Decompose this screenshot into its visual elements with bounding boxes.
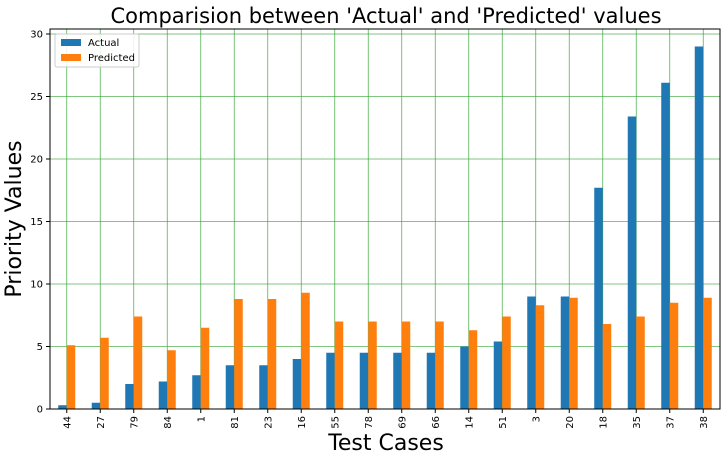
x-tick-label: 66 xyxy=(431,416,442,429)
y-tick-label: 20 xyxy=(30,155,43,166)
bar-actual-37 xyxy=(661,82,670,409)
x-tick-label: 16 xyxy=(297,416,308,429)
bar-actual-84 xyxy=(158,381,168,409)
y-tick-label: 15 xyxy=(30,217,43,228)
x-tick-label: 35 xyxy=(632,416,643,429)
bar-actual-81 xyxy=(225,365,235,409)
x-tick-label: 23 xyxy=(263,416,274,429)
legend-label-actual: Actual xyxy=(88,38,119,49)
bar-predicted-69 xyxy=(401,321,411,409)
bar-predicted-78 xyxy=(368,321,377,409)
y-tick-label: 0 xyxy=(37,405,43,416)
bar-predicted-84 xyxy=(167,350,176,409)
bar-actual-51 xyxy=(493,341,503,409)
bar-predicted-27 xyxy=(100,337,109,409)
y-tick-label: 10 xyxy=(30,280,43,291)
y-tick-label: 30 xyxy=(30,30,43,41)
legend: Actual Predicted xyxy=(54,33,140,68)
bar-predicted-3 xyxy=(535,305,545,409)
bar-predicted-66 xyxy=(435,321,444,409)
legend-label-predicted: Predicted xyxy=(88,53,135,64)
x-tick-label: 27 xyxy=(96,416,107,429)
x-tick-label: 84 xyxy=(163,416,174,429)
bar-predicted-38 xyxy=(703,297,712,409)
bar-predicted-81 xyxy=(234,299,243,409)
chart-title: Comparision between 'Actual' and 'Predic… xyxy=(110,4,661,28)
bar-actual-20 xyxy=(560,296,570,409)
x-tick-label: 79 xyxy=(129,416,140,429)
y-axis: 0 5 10 15 20 25 30 xyxy=(30,30,50,416)
bar-predicted-44 xyxy=(66,345,76,409)
y-gridlines xyxy=(50,33,720,410)
bar-predicted-35 xyxy=(636,316,645,409)
bar-actual-18 xyxy=(594,187,603,409)
x-tick-label: 78 xyxy=(364,416,375,429)
bar-actual-1 xyxy=(192,375,201,409)
bar-actual-79 xyxy=(125,384,134,409)
bar-actual-44 xyxy=(58,405,67,409)
plot-area xyxy=(50,29,720,409)
bar-actual-66 xyxy=(426,352,436,409)
bar-actual-69 xyxy=(393,352,402,409)
bar-predicted-16 xyxy=(301,292,310,409)
bar-predicted-23 xyxy=(267,299,277,409)
bar-predicted-14 xyxy=(468,330,478,409)
bar-predicted-20 xyxy=(569,297,578,409)
bar-predicted-37 xyxy=(669,302,679,409)
y-tick-label: 25 xyxy=(30,92,43,103)
bar-actual-14 xyxy=(460,346,469,409)
x-tick-label: 81 xyxy=(230,416,241,429)
plot-frame xyxy=(49,28,721,410)
x-tick-label: 69 xyxy=(397,416,408,429)
bar-predicted-79 xyxy=(133,316,143,409)
bar-actual-78 xyxy=(359,352,369,409)
x-tick-label: 18 xyxy=(598,416,609,429)
bar-actual-3 xyxy=(527,296,536,409)
x-tick-label: 38 xyxy=(699,416,710,429)
bar-actual-38 xyxy=(694,46,704,409)
x-axis: 44 27 79 84 1 81 23 16 55 78 69 66 14 51 3 20 18 35 37 38 xyxy=(62,409,710,429)
y-tick-label: 5 xyxy=(37,342,43,353)
bar-actual-23 xyxy=(259,365,268,409)
x-tick-label: 55 xyxy=(330,416,341,429)
x-tick-label: 51 xyxy=(498,416,509,429)
x-tick-label: 1 xyxy=(196,416,207,422)
bar-predicted-51 xyxy=(502,316,511,409)
legend-swatch-predicted xyxy=(61,54,81,61)
bar-actual-55 xyxy=(326,352,335,409)
bars xyxy=(58,46,712,409)
legend-swatch-actual xyxy=(61,39,81,46)
x-tick-label: 14 xyxy=(464,416,475,429)
x-tick-label: 37 xyxy=(665,416,676,429)
x-axis-label: Test Cases xyxy=(327,431,444,456)
bar-actual-35 xyxy=(627,116,637,409)
bar-predicted-18 xyxy=(602,324,612,409)
y-axis-label: Priority Values xyxy=(2,140,27,297)
x-tick-label: 3 xyxy=(531,416,542,422)
bar-actual-16 xyxy=(292,359,302,409)
bar-predicted-1 xyxy=(200,327,210,409)
bar-actual-27 xyxy=(91,402,101,409)
bar-predicted-55 xyxy=(334,321,344,409)
x-tick-label: 44 xyxy=(62,416,73,429)
x-tick-label: 20 xyxy=(565,416,576,429)
